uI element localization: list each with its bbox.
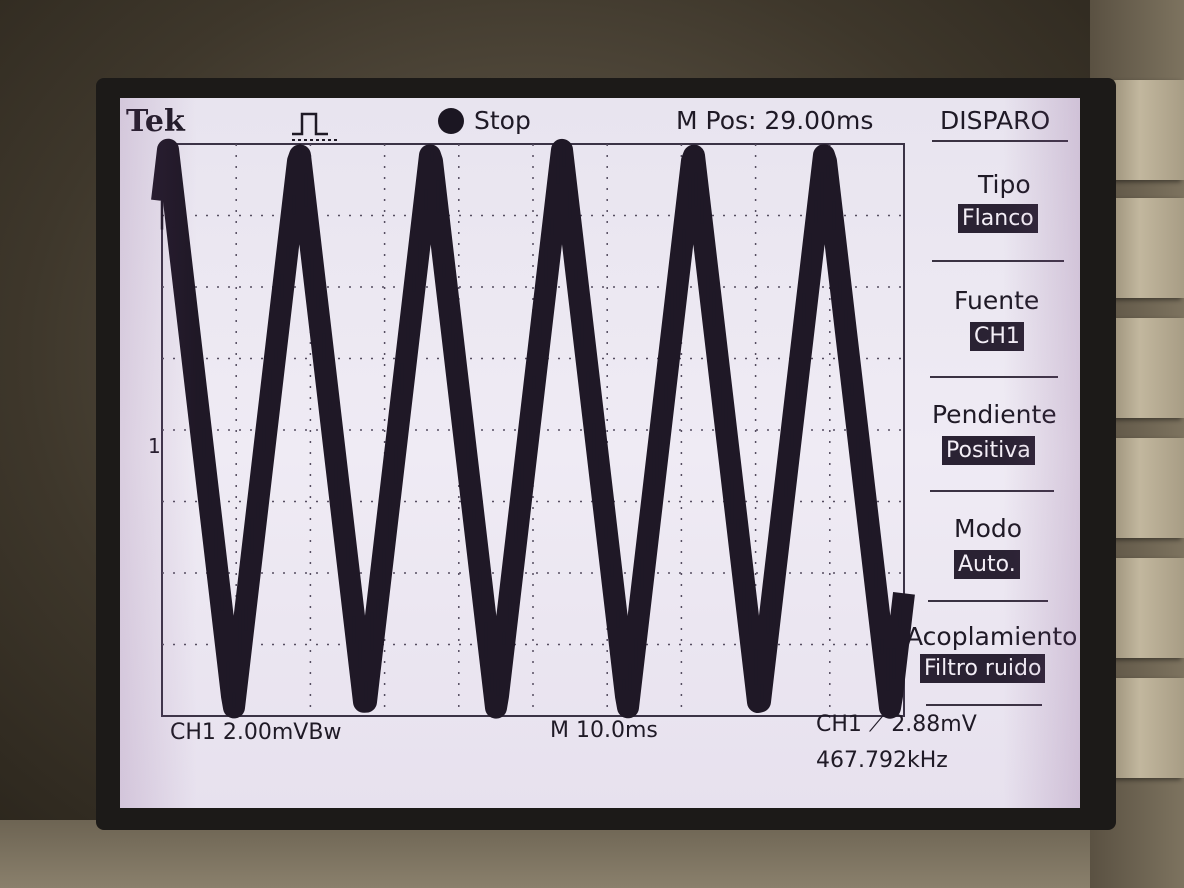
trigger-edge-icon (292, 112, 340, 141)
menu-item-label-pendiente: Pendiente (932, 400, 1057, 429)
menu-item-value-pendiente[interactable]: Positiva (942, 436, 1035, 465)
side-button-1[interactable] (1110, 80, 1184, 180)
bezel-lower-edge (0, 820, 1184, 888)
side-button-6[interactable] (1110, 678, 1184, 778)
side-button-5[interactable] (1110, 558, 1184, 658)
menu-item-label-tipo: Tipo (978, 170, 1031, 199)
brand-logo: Tek (126, 104, 185, 139)
menu-item-label-fuente: Fuente (954, 286, 1040, 315)
oscilloscope-screen: Tek Stop M Pos: 29.00ms DISPARO Tipo Fla… (120, 98, 1080, 808)
run-state: Stop (474, 106, 531, 135)
menu-divider (932, 260, 1064, 262)
menu-item-label-acoplamiento: Acoplamiento (906, 622, 1078, 651)
menu-item-value-fuente[interactable]: CH1 (970, 322, 1024, 351)
frequency-readout: 467.792kHz (816, 748, 948, 773)
ch1-scale-readout: CH1 2.00mVBw (170, 720, 342, 745)
menu-divider (930, 490, 1054, 492)
ch1-trace (151, 138, 915, 719)
menu-divider (926, 704, 1042, 706)
side-button-2[interactable] (1110, 198, 1184, 298)
side-button-3[interactable] (1110, 318, 1184, 418)
menu-item-value-tipo[interactable]: Flanco (958, 204, 1038, 233)
menu-item-value-acoplamiento[interactable]: Filtro ruido (920, 654, 1046, 683)
waveform-display (151, 138, 915, 719)
menu-divider (932, 140, 1068, 142)
timebase-readout: M 10.0ms (550, 718, 658, 743)
side-button-4[interactable] (1110, 438, 1184, 538)
ch1-ground-marker: 1 (148, 434, 161, 458)
menu-divider (930, 376, 1058, 378)
menu-divider (928, 600, 1048, 602)
menu-item-value-modo[interactable]: Auto. (954, 550, 1020, 579)
trigger-readout: CH1 ⟋ 2.88mV (816, 712, 977, 737)
menu-position: M Pos: 29.00ms (676, 106, 874, 135)
stop-indicator-icon (438, 108, 464, 134)
menu-item-label-modo: Modo (954, 514, 1023, 543)
menu-title: DISPARO (940, 106, 1051, 135)
